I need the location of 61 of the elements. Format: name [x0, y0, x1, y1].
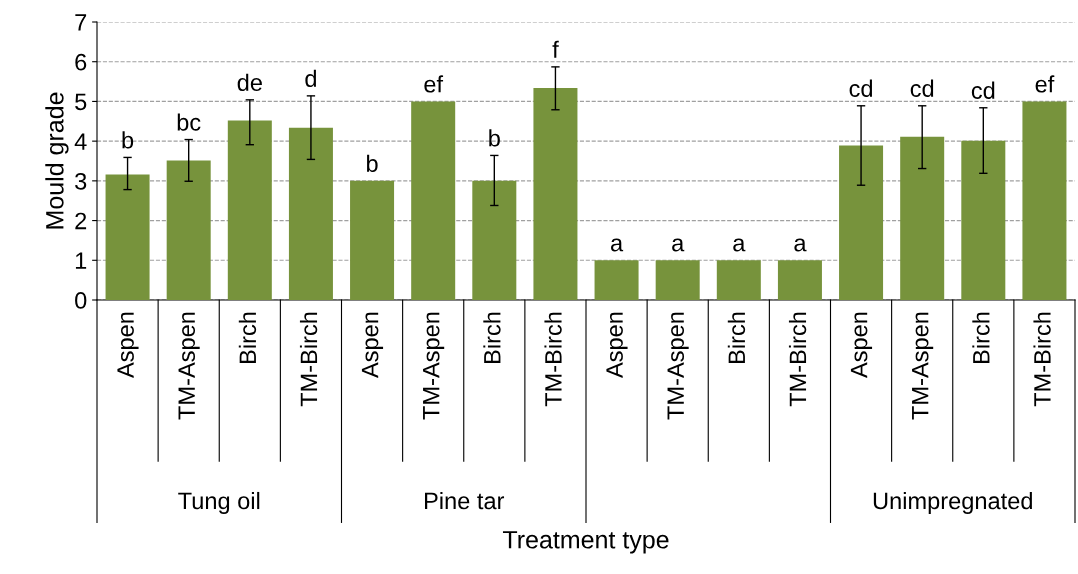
x-tick-label: Aspen: [361, 312, 384, 379]
y-tick-label: 1: [75, 252, 87, 269]
bar: [227, 120, 272, 300]
x-tick-label: Birch: [727, 312, 746, 363]
data-label: ef: [424, 75, 444, 93]
bar: [655, 260, 700, 300]
x-tick-label: TM-Birch: [1033, 312, 1051, 407]
y-tick-label: 4: [74, 133, 87, 150]
bar: [1022, 101, 1067, 300]
x-tick-label: TM-Aspen: [912, 312, 934, 420]
bar: [839, 145, 884, 300]
bar: [900, 136, 945, 300]
x-tick-label: Birch: [483, 312, 501, 363]
data-label: cd: [971, 81, 995, 99]
bar: [166, 160, 211, 300]
bar: [777, 260, 822, 300]
data-label: cd: [849, 79, 873, 97]
data-label: b: [122, 131, 134, 149]
data-label: d: [305, 69, 316, 88]
data-label: b: [367, 154, 378, 173]
bar: [350, 180, 395, 300]
x-tick-label: TM-Birch: [544, 312, 562, 407]
data-label: f: [552, 40, 559, 58]
x-tick-label: TM-Aspen: [667, 312, 689, 420]
data-label: a: [672, 238, 685, 252]
y-tick-label: 0: [75, 292, 87, 309]
bar: [716, 260, 761, 300]
bar: [472, 180, 517, 300]
bar: [288, 127, 333, 300]
data-label: de: [237, 73, 262, 92]
x-tick-label: TM-Birch: [788, 312, 807, 407]
y-tick-label: 3: [75, 172, 87, 190]
bar: [533, 87, 578, 300]
bar: [411, 101, 456, 300]
data-label: a: [611, 238, 624, 252]
data-label: a: [794, 238, 807, 252]
y-tick-label: 5: [75, 93, 87, 111]
text: Unimpregnated: [873, 491, 1032, 514]
data-label: bc: [177, 113, 201, 131]
x-tick-label: Aspen: [606, 312, 628, 379]
text: Pine tar: [425, 491, 505, 510]
data-label: cd: [910, 79, 934, 97]
y-axis-title: Mould grade: [45, 92, 69, 229]
bar: [105, 174, 150, 300]
x-tick-label: Birch: [238, 312, 257, 363]
bar: [961, 140, 1006, 300]
y-tick-label: 6: [75, 53, 87, 71]
data-label: ef: [1035, 75, 1055, 93]
x-axis-title: Treatment type: [502, 531, 669, 554]
x-tick-label: TM-Birch: [299, 312, 318, 407]
x-tick-label: TM-Aspen: [178, 312, 200, 420]
y-tick-label: 2: [75, 212, 87, 230]
y-tick-label: 7: [75, 14, 87, 31]
bar: [594, 260, 639, 300]
x-tick-label: Birch: [972, 312, 990, 363]
x-tick-label: TM-Aspen: [423, 312, 445, 420]
x-tick-label: Aspen: [117, 312, 139, 379]
data-label: a: [733, 238, 746, 252]
x-tick-label: Aspen: [850, 312, 873, 379]
text: Tung oil: [178, 491, 260, 514]
data-label: b: [489, 129, 500, 147]
